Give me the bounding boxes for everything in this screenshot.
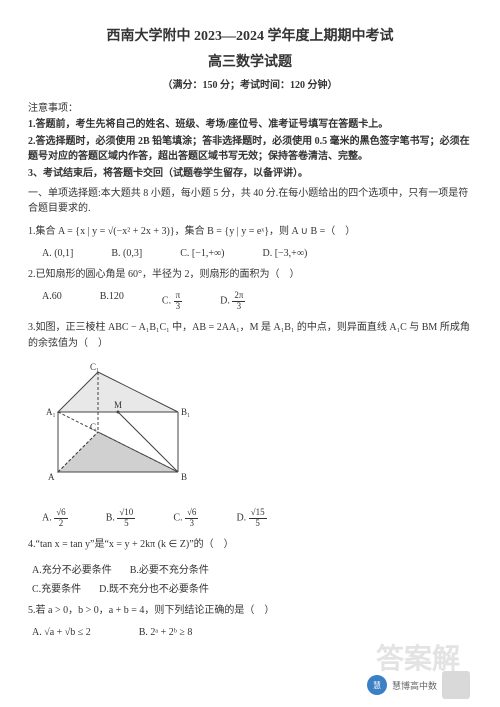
q4-option-b: B.必要不充分条件 (130, 561, 209, 576)
q3-optd-label: D. (236, 512, 246, 523)
q2-option-b: B.120 (100, 291, 124, 312)
question-3-options: A. √62 B. √105 C. √63 D. √155 (28, 508, 472, 529)
section-1-header: 一、单项选择题:本大题共 8 小题，每小题 5 分，共 40 分.在每小题给出的… (28, 186, 472, 216)
prism-figure: C₁ A₁ B₁ M C A B (38, 362, 198, 492)
q3-optb-den: 5 (117, 519, 135, 529)
question-4-options: A.充分不必要条件 B.必要不充分条件 (28, 561, 472, 576)
q2-option-a: A.60 (42, 291, 62, 312)
exam-title-main: 西南大学附中 2023—2024 学年度上期期中考试 (28, 25, 472, 45)
notice-2: 2.答选择题时，必须使用 2B 铅笔填涂；答非选择题时，必须使用 0.5 毫米的… (28, 134, 472, 164)
q2-option-c: C. π3 (162, 291, 182, 312)
q3-option-b: B. √105 (106, 508, 136, 529)
q3-option-a: A. √62 (42, 508, 68, 529)
q1-option-a: A. (0,1] (42, 248, 73, 259)
footer-badge: 慧 慧博高中数 (367, 671, 470, 699)
label-c1: C₁ (90, 362, 99, 372)
q3-opta-den: 2 (54, 519, 67, 529)
q2-optc-label: C. (162, 296, 171, 307)
q3-optd-den: 5 (249, 519, 267, 529)
label-a1: A₁ (46, 407, 56, 417)
q5-option-a: A. √a + √b ≤ 2 (32, 627, 91, 638)
q5-option-b: B. 2ᵃ + 2ᵇ ≥ 8 (139, 627, 193, 638)
question-4: 4.“tan x = tan y”是“x = y + 2kπ (k ∈ Z)”的… (28, 537, 472, 553)
q3-opta-label: A. (42, 512, 52, 523)
q2-optd-den: 3 (232, 302, 245, 312)
question-2: 2.已知扇形的圆心角是 60°，半径为 2，则扇形的面积为（ ） (28, 267, 472, 283)
question-2-options: A.60 B.120 C. π3 D. 2π3 (28, 291, 472, 312)
exam-title-sub: 高三数学试题 (28, 51, 472, 71)
question-1: 1.集合 A = {x | y = √(−x² + 2x + 3)}，集合 B … (28, 224, 472, 240)
question-5: 5.若 a > 0，b > 0，a + b = 4，则下列结论正确的是（ ） (28, 603, 472, 619)
question-3: 3.如图，正三棱柱 ABC − A₁B₁C₁ 中，AB = 2AA₁，M 是 A… (28, 320, 472, 352)
q2-optc-den: 3 (174, 302, 183, 312)
label-c: C (90, 422, 96, 432)
notice-1: 1.答题前，考生先将自己的姓名、班级、考场/座位号、准考证号填写在答题卡上。 (28, 117, 472, 132)
label-b: B (181, 472, 187, 482)
brand-text: 慧博高中数 (392, 679, 437, 692)
notice-header: 注意事项： (28, 99, 472, 114)
brand-logo-icon: 慧 (367, 675, 387, 695)
q3-optc-label: C. (173, 512, 182, 523)
notice-3: 3、考试结束后，将答题卡交回（试题卷学生留存，以备评讲）。 (28, 166, 472, 181)
q1-option-b: B. (0,3] (111, 248, 142, 259)
q3-option-d: D. √155 (236, 508, 266, 529)
q2-optd-label: D. (220, 296, 230, 307)
q4-option-d: D.既不充分也不必要条件 (99, 580, 209, 595)
q3-optc-den: 3 (185, 519, 198, 529)
label-a: A (48, 472, 55, 482)
label-b1: B₁ (181, 407, 190, 417)
q4-option-a: A.充分不必要条件 (32, 561, 112, 576)
q4-option-c: C.充要条件 (32, 580, 81, 595)
q3-optb-label: B. (106, 512, 115, 523)
label-m: M (114, 400, 122, 410)
qr-placeholder-icon (442, 671, 470, 699)
exam-info: （满分：150 分；考试时间：120 分钟） (28, 76, 472, 91)
q1-option-c: C. [−1,+∞) (180, 248, 224, 259)
q3-option-c: C. √63 (173, 508, 198, 529)
q2-option-d: D. 2π3 (220, 291, 245, 312)
question-5-options: A. √a + √b ≤ 2 B. 2ᵃ + 2ᵇ ≥ 8 (28, 627, 472, 638)
question-1-options: A. (0,1] B. (0,3] C. [−1,+∞) D. [−3,+∞) (28, 248, 472, 259)
question-4-options-2: C.充要条件 D.既不充分也不必要条件 (28, 580, 472, 595)
q1-option-d: D. [−3,+∞) (262, 248, 307, 259)
